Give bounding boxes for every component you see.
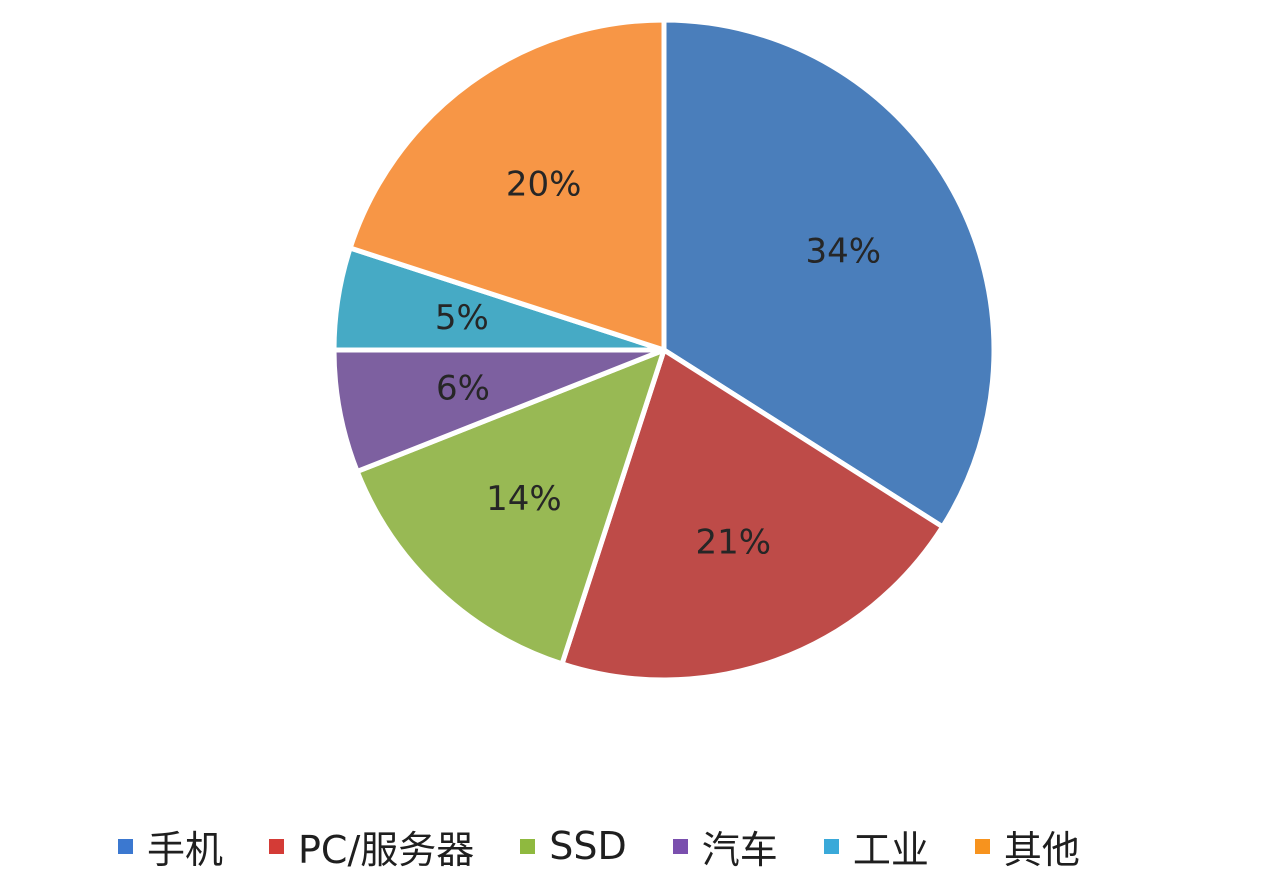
chart-legend: 手机 PC/服务器 SSD 汽车 工业 其他 — [118, 818, 1080, 874]
slice-label-0: 34% — [806, 231, 882, 271]
pie-slice-2 — [354, 347, 667, 667]
pie-slice-5 — [347, 17, 667, 353]
legend-label: 手机 — [147, 827, 224, 872]
legend-item-4: 工业 — [823, 819, 929, 874]
legend-swatch-icon — [269, 838, 285, 854]
legend-item-5: 其他 — [974, 819, 1080, 874]
slice-label-2: 14% — [486, 479, 562, 519]
legend-label: PC/服务器 — [298, 827, 475, 872]
legend-item-3: 汽车 — [672, 819, 778, 874]
legend-item-0: 手机 — [118, 819, 223, 874]
slice-label-1: 21% — [696, 523, 772, 563]
pie-slices — [331, 17, 997, 683]
legend-swatch-icon — [672, 838, 688, 854]
slice-label-3: 6% — [436, 368, 490, 408]
legend-item-2: SSD — [520, 824, 627, 868]
legend-swatch-icon — [974, 838, 990, 854]
slice-label-4: 5% — [435, 298, 489, 338]
legend-label: 汽车 — [701, 827, 778, 872]
slice-label-5: 20% — [506, 165, 582, 205]
legend-swatch-icon — [823, 838, 839, 854]
pie-slice-1 — [559, 347, 946, 683]
legend-label: 工业 — [852, 827, 929, 872]
legend-label: SSD — [549, 824, 627, 868]
legend-item-1: PC/服务器 — [269, 819, 474, 874]
legend-label: 其他 — [1003, 827, 1080, 872]
legend-swatch-icon — [520, 838, 536, 854]
legend-swatch-icon — [118, 838, 133, 854]
pie-labels: 34% 21% 14% 6% 5% 20% — [435, 165, 881, 563]
